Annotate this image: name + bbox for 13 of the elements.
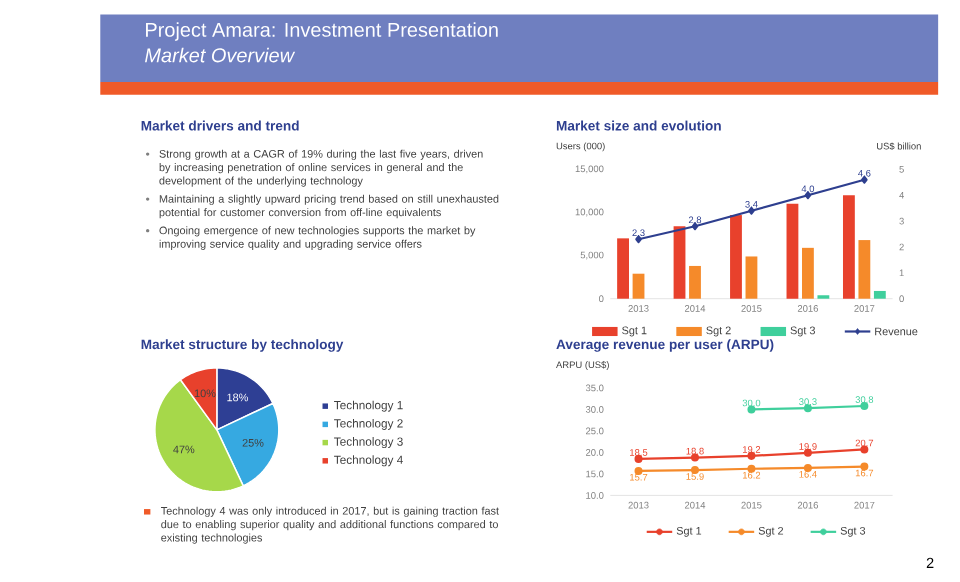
bar xyxy=(786,203,799,299)
text: Project Amara: Investment Presentation xyxy=(146,21,498,41)
bar xyxy=(632,273,645,299)
bar xyxy=(673,225,686,299)
bar xyxy=(689,265,701,299)
bar xyxy=(801,247,814,299)
bar xyxy=(873,290,886,299)
bar xyxy=(858,239,871,299)
text: Market Overview xyxy=(145,47,296,62)
bar xyxy=(745,256,758,299)
bar xyxy=(730,214,742,299)
bar xyxy=(842,194,855,299)
bar xyxy=(617,237,629,299)
